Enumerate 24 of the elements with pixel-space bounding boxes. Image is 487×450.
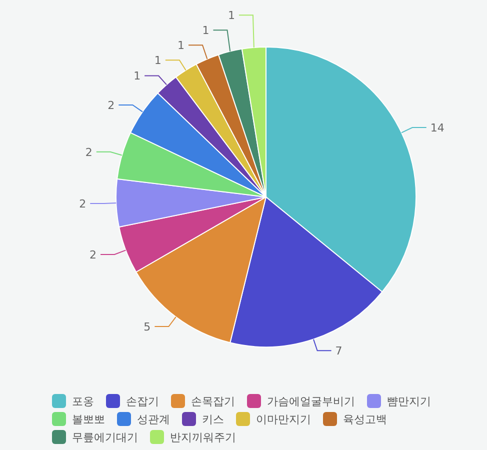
data-label: 2 bbox=[90, 248, 97, 262]
data-label: 7 bbox=[335, 344, 342, 358]
legend-label: 육성고백 bbox=[343, 412, 387, 426]
data-label: 14 bbox=[430, 121, 444, 134]
legend-label: 볼뽀뽀 bbox=[72, 412, 105, 426]
legend-label: 뺨만지기 bbox=[387, 394, 431, 408]
data-label: 2 bbox=[85, 146, 92, 159]
legend-label: 키스 bbox=[202, 412, 224, 426]
data-label: 1 bbox=[154, 54, 162, 67]
legend-label: 가슴에얼굴부비기 bbox=[267, 394, 355, 408]
legend-label: 손잡기 bbox=[126, 394, 159, 408]
legend-label: 이마만지기 bbox=[256, 412, 311, 426]
data-label: 1 bbox=[228, 8, 235, 22]
legend-label: 성관계 bbox=[137, 412, 170, 426]
legend-label: 반지끼워주기 bbox=[170, 430, 236, 444]
data-label: 1 bbox=[178, 38, 184, 52]
data-label: 2 bbox=[79, 197, 86, 210]
data-label: 2 bbox=[108, 98, 115, 112]
legend-label: 무릎에기대기 bbox=[72, 430, 138, 444]
legend-label: 손목잡기 bbox=[191, 394, 235, 408]
data-label: 1 bbox=[202, 24, 210, 37]
data-label: 5 bbox=[144, 320, 151, 334]
legend-label: 포옹 bbox=[72, 394, 94, 408]
data-label: 1 bbox=[134, 70, 141, 83]
